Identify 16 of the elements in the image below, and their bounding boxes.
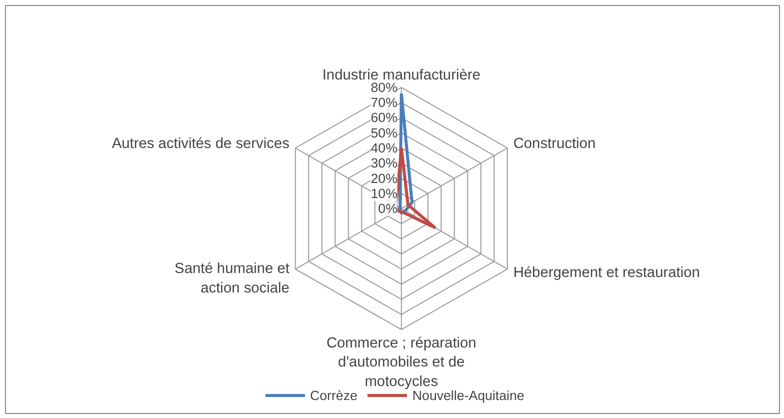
y-tick-label: 40% <box>370 140 398 156</box>
legend-label: Nouvelle-Aquitaine <box>412 388 524 402</box>
y-tick-label: 30% <box>370 156 398 171</box>
spoke-label: Autres activités de services <box>112 136 290 152</box>
spoke-label: Hébergement et restauration <box>513 264 700 281</box>
spoke-label: Commerce ; réparation d'automobiles et de motocycles <box>326 335 476 390</box>
y-tick-label: 80% <box>370 80 398 95</box>
y-tick-label: 70% <box>370 95 398 110</box>
y-tick-label: 60% <box>370 110 398 126</box>
legend-label: Corrèze <box>310 388 358 402</box>
y-tick-label: 0% <box>378 201 398 216</box>
y-tick-label: 50% <box>370 125 398 140</box>
spoke-label: Construction <box>513 136 596 152</box>
y-tick-label: 20% <box>370 170 398 186</box>
spoke-label: Santé humaine et action sociale <box>174 261 290 296</box>
y-tick-label: 10% <box>370 186 398 201</box>
